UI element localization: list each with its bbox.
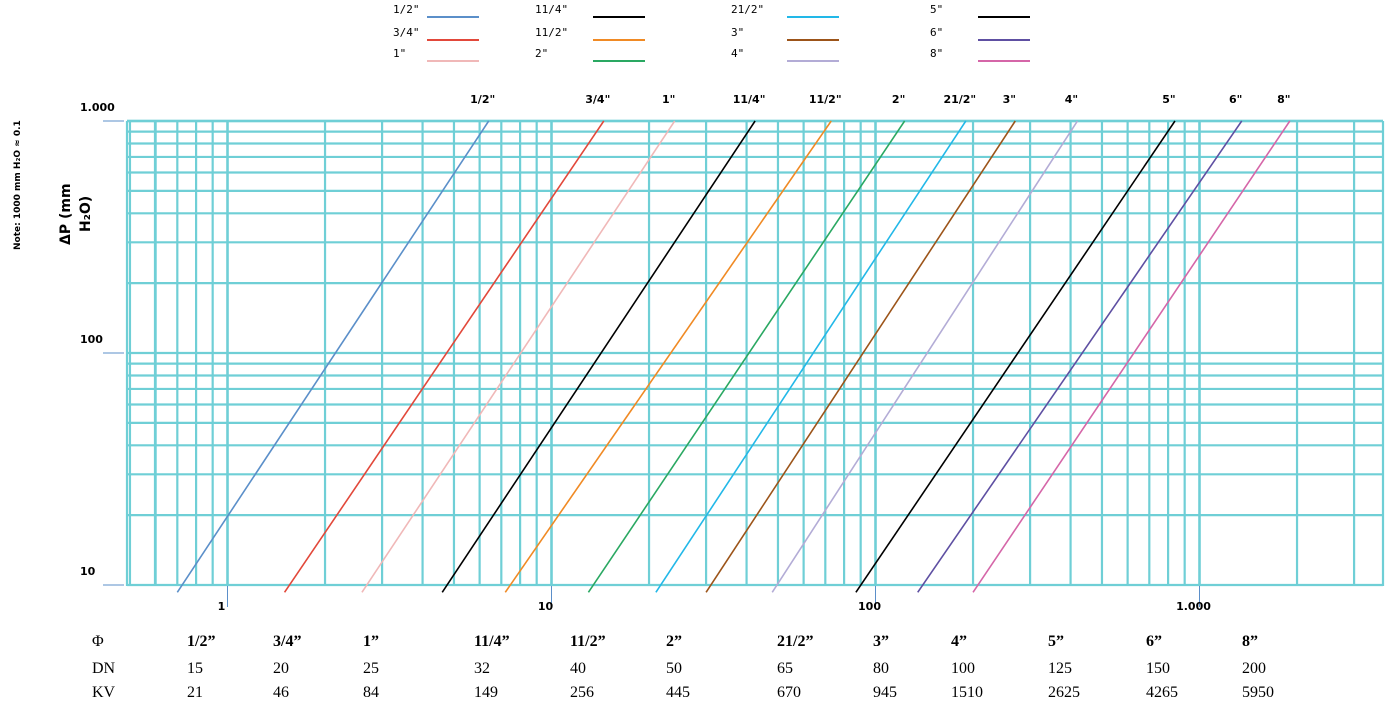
series-line: [176, 120, 490, 593]
table-cell: 150: [1146, 660, 1170, 677]
legend-label: 11/2": [535, 26, 568, 39]
y-tick-label: 100: [80, 333, 103, 346]
table-cell: 32: [474, 660, 490, 677]
legend-label: 11/4": [535, 3, 568, 16]
series-top-label: 3": [1003, 93, 1016, 106]
legend-label: 2": [535, 47, 548, 60]
table-cell: 84: [363, 684, 379, 701]
y-axis-label-line1: ΔP (mm: [58, 183, 74, 245]
x-tick-label: 10: [538, 600, 554, 613]
table-cell: 11/4”: [474, 633, 510, 650]
table-cell: 50: [666, 660, 682, 677]
series-top-label: 3/4": [585, 93, 610, 106]
table-cell: 65: [777, 660, 793, 677]
table-cell: 15: [187, 660, 203, 677]
table-cell: 25: [363, 660, 379, 677]
table-cell: 5”: [1048, 633, 1064, 650]
table-cell: 4265: [1146, 684, 1178, 701]
table-cell: 5950: [1242, 684, 1274, 701]
series-top-label: 6": [1229, 93, 1242, 106]
series-line: [283, 120, 605, 593]
table-cell: 3/4”: [273, 633, 301, 650]
series-line: [655, 120, 967, 593]
table-cell: 80: [873, 660, 889, 677]
table-cell: 1/2”: [187, 633, 215, 650]
note-text: Note: 1000 mm H₂O ≈ 0.1: [13, 120, 23, 250]
series-line: [917, 120, 1243, 593]
table-cell: 11/2”: [570, 633, 606, 650]
table-cell: 1510: [951, 684, 983, 701]
table-cell: 670: [777, 684, 801, 701]
series-top-labels: 1/2" 3/4" 1" 11/4" 11/2" 2" 21/2" 3" 4" 5" 6" 8": [470, 93, 1290, 106]
legend-label: 4": [731, 47, 744, 60]
chart-legend: 1/2" 3/4" 1" 11/4" 11/2" 2" 21/2" 3" 4" 5" 6" 8": [393, 3, 1030, 62]
x-tick-label: 1.000: [1176, 600, 1211, 613]
series-top-label: 11/4": [733, 93, 766, 106]
table-cell: 2625: [1048, 684, 1080, 701]
table-cell: 2”: [666, 633, 682, 650]
table-row-header: KV: [92, 684, 116, 701]
table-cell: 21/2”: [777, 633, 813, 650]
legend-label: 8": [930, 47, 943, 60]
series-line: [504, 120, 832, 593]
legend-label: 1/2": [393, 3, 420, 16]
table-cell: 3”: [873, 633, 889, 650]
table-cell: 100: [951, 660, 975, 677]
legend-label: 3/4": [393, 26, 420, 39]
y-tick-label: 1.000: [80, 101, 115, 114]
table-cell: 945: [873, 684, 897, 701]
table-cell: 20: [273, 660, 289, 677]
series-line: [972, 120, 1291, 593]
table-row-header: DN: [92, 660, 116, 677]
table-cell: 4”: [951, 633, 967, 650]
series-line: [705, 120, 1016, 593]
x-tick-label: 1: [218, 600, 226, 613]
y-tick-label: 10: [80, 565, 96, 578]
x-tick-label: 100: [858, 600, 881, 613]
series-top-label: 1/2": [470, 93, 495, 106]
series-top-label: 1": [662, 93, 675, 106]
series-line: [361, 120, 676, 593]
series-line: [587, 120, 906, 593]
table-cell: 125: [1048, 660, 1072, 677]
valve-data-table: Φ 1/2” 3/4” 1” 11/4” 11/2” 2” 21/2” 3” 4” 5” 6” 8” DN…: [92, 633, 1274, 701]
legend-label: 5": [930, 3, 943, 16]
legend-label: 6": [930, 26, 943, 39]
table-cell: 256: [570, 684, 594, 701]
table-row-header: Φ: [92, 633, 104, 650]
y-axis-label-line2: H₂O): [78, 196, 94, 232]
chart-series: [176, 120, 1291, 593]
series-top-label: 21/2": [943, 93, 976, 106]
series-top-label: 8": [1277, 93, 1290, 106]
series-line: [771, 120, 1079, 593]
table-cell: 200: [1242, 660, 1266, 677]
series-line: [441, 120, 756, 593]
legend-label: 21/2": [731, 3, 764, 16]
legend-label: 1": [393, 47, 406, 60]
table-cell: 46: [273, 684, 289, 701]
series-top-label: 5": [1162, 93, 1175, 106]
series-top-label: 2": [892, 93, 905, 106]
table-cell: 149: [474, 684, 498, 701]
series-top-label: 4": [1065, 93, 1078, 106]
table-cell: 21: [187, 684, 203, 701]
table-cell: 8”: [1242, 633, 1258, 650]
chart-texts: Note: 1000 mm H₂O ≈ 0.1 ΔP (mm H₂O): [13, 120, 94, 250]
table-cell: 445: [666, 684, 690, 701]
series-top-label: 11/2": [809, 93, 842, 106]
series-line: [855, 120, 1176, 593]
chart-axes: 10 100 1.000 1 10 100 1.000: [80, 101, 1211, 613]
table-cell: 40: [570, 660, 586, 677]
legend-label: 3": [731, 26, 744, 39]
table-cell: 6”: [1146, 633, 1162, 650]
table-cell: 1”: [363, 633, 379, 650]
